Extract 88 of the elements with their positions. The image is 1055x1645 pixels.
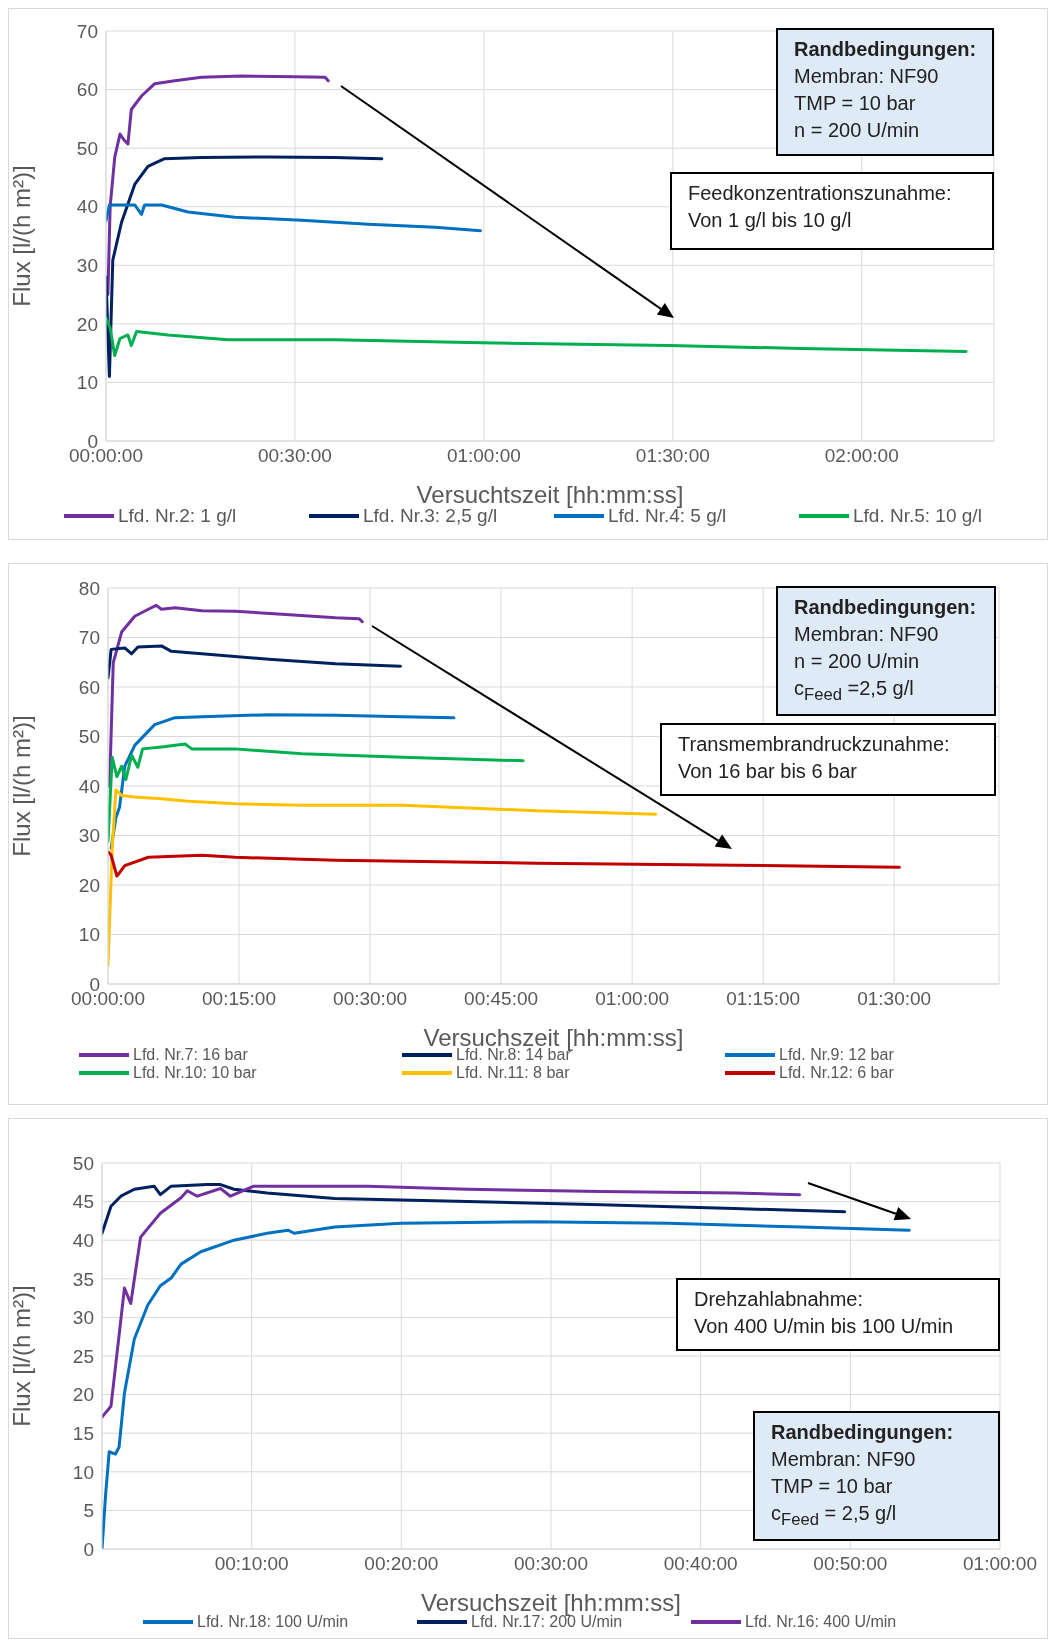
annotation: Von 16 bar bis 6 bar <box>678 759 858 784</box>
y-tick-label: 50 <box>76 137 98 159</box>
x-tick-label: 01:30:00 <box>857 988 932 1010</box>
legend-label: Lfd. Nr.9: 12 bar <box>779 1046 894 1064</box>
x-tick-label: 00:20:00 <box>364 1553 439 1575</box>
legend-label: Lfd. Nr.18: 100 U/min <box>197 1613 349 1631</box>
y-tick-label: 35 <box>72 1268 94 1290</box>
y-tick-label: 50 <box>78 726 100 748</box>
line-series <box>108 788 658 967</box>
y-axis-title: Flux [l/(h m²)] <box>7 1285 35 1427</box>
x-tick-label: 00:45:00 <box>464 988 539 1010</box>
line-series <box>108 742 525 843</box>
y-tick-label: 10 <box>76 372 98 394</box>
annotation: TMP = 10 bar <box>794 91 917 116</box>
x-tick-label: 00:50:00 <box>813 1553 888 1575</box>
x-tick-label: 00:15:00 <box>202 988 277 1010</box>
legend-label: Lfd. Nr.3: 2,5 g/l <box>363 505 498 527</box>
annotation: TMP = 10 bar <box>771 1474 894 1499</box>
y-tick-label: 40 <box>78 775 100 797</box>
annotation: Membran: NF90 <box>794 64 940 89</box>
y-tick-label: 60 <box>76 79 98 101</box>
annotation: n = 200 U/min <box>794 649 921 674</box>
y-tick-label: 25 <box>72 1345 94 1367</box>
x-tick-label: 00:30:00 <box>333 988 408 1010</box>
text-box: Feedkonzentrationszunahme: Von 1 g/l bis 10 g/l <box>670 172 994 250</box>
x-tick-label: 01:30:00 <box>635 445 710 467</box>
annotation: Randbedingungen: <box>771 1420 955 1445</box>
y-tick-label: 80 <box>78 577 100 599</box>
y-tick-label: 30 <box>78 825 100 847</box>
line-series <box>109 713 456 850</box>
legend-label: Lfd. Nr.2: 1 g/l <box>118 505 237 527</box>
legend-label: Lfd. Nr.7: 16 bar <box>133 1046 248 1064</box>
y-tick-label: 20 <box>72 1384 94 1406</box>
annotation: Transmembrandruckzunahme: <box>678 732 951 757</box>
line-series <box>108 644 402 680</box>
y-tick-label: 30 <box>76 255 98 277</box>
y-tick-label: 10 <box>72 1461 94 1483</box>
y-tick-label: 40 <box>72 1229 94 1251</box>
annotation: Von 400 U/min bis 100 U/min <box>694 1314 955 1339</box>
x-tick-label: 00:30:00 <box>514 1553 588 1575</box>
line-series <box>106 316 968 357</box>
y-tick-label: 5 <box>83 1500 94 1522</box>
legend-label: Lfd. Nr.10: 10 bar <box>133 1064 257 1082</box>
y-axis-title: Flux [l/(h m²)] <box>7 715 35 857</box>
x-axis-title: Versuchszeit [hh:mm:ss] <box>420 1589 682 1616</box>
y-tick-label: 70 <box>76 20 98 42</box>
legend-label: Lfd. Nr.5: 10 g/l <box>853 505 982 527</box>
y-tick-label: 20 <box>78 874 100 896</box>
y-tick-label: 50 <box>72 1152 94 1174</box>
legend-label: Lfd. Nr.16: 400 U/min <box>745 1613 897 1631</box>
annotation: Feedkonzentrationszunahme: <box>688 181 953 206</box>
x-tick-label: 01:00:00 <box>963 1553 1037 1575</box>
line-series <box>108 850 901 878</box>
line-series <box>106 203 482 233</box>
text-box: Transmembrandruckzunahme: Von 16 bar bis 6 bar <box>660 723 996 796</box>
y-tick-label: 30 <box>72 1307 94 1329</box>
x-tick-label: 00:40:00 <box>663 1553 738 1575</box>
legend-label: Lfd. Nr.11: 8 bar <box>456 1064 570 1082</box>
x-tick-label: 00:10:00 <box>214 1553 289 1575</box>
annotation: c$_{Feed}$ =2,5 g/l <box>794 676 915 706</box>
x-tick-label: 02:00:00 <box>824 445 899 467</box>
y-tick-label: 10 <box>78 924 100 946</box>
line-series <box>106 74 330 297</box>
text-box: Drehzahlabnahme: Von 400 U/min bis 100 U/min <box>676 1278 1000 1351</box>
x-tick-label: 01:15:00 <box>726 988 801 1010</box>
annotation: Drehzahlabnahme: <box>694 1287 864 1312</box>
x-tick-label: 01:00:00 <box>595 988 670 1010</box>
y-tick-label: 40 <box>76 196 98 218</box>
line-series <box>106 155 384 379</box>
y-tick-label: 70 <box>78 627 100 649</box>
annotation: Membran: NF90 <box>771 1447 917 1472</box>
annotation: n = 200 U/min <box>794 118 921 143</box>
y-tick-label: 15 <box>72 1422 94 1444</box>
legend-label: Lfd. Nr.12: 6 bar <box>779 1064 894 1082</box>
y-tick-label: 45 <box>72 1191 94 1213</box>
x-tick-label: 00:30:00 <box>257 445 332 467</box>
annotation: Randbedingungen: <box>794 595 978 620</box>
line-series <box>102 1183 847 1235</box>
y-tick-label: 60 <box>78 676 100 698</box>
annotation: c$_{Feed}$ = 2,5 g/l <box>771 1501 898 1531</box>
y-tick-label: 20 <box>76 313 98 335</box>
annotation: Randbedingungen: <box>794 37 977 62</box>
y-axis-title: Flux [l/(h m²)] <box>7 165 35 307</box>
x-tick-label: 01:00:00 <box>446 445 521 467</box>
x-axis-title: Versuchtszeit [hh:mm:ss] <box>416 481 684 508</box>
y-tick-label: 0 <box>83 1538 94 1560</box>
annotation: Membran: NF90 <box>794 622 940 647</box>
annotation: Von 1 g/l bis 10 g/l <box>688 208 853 233</box>
